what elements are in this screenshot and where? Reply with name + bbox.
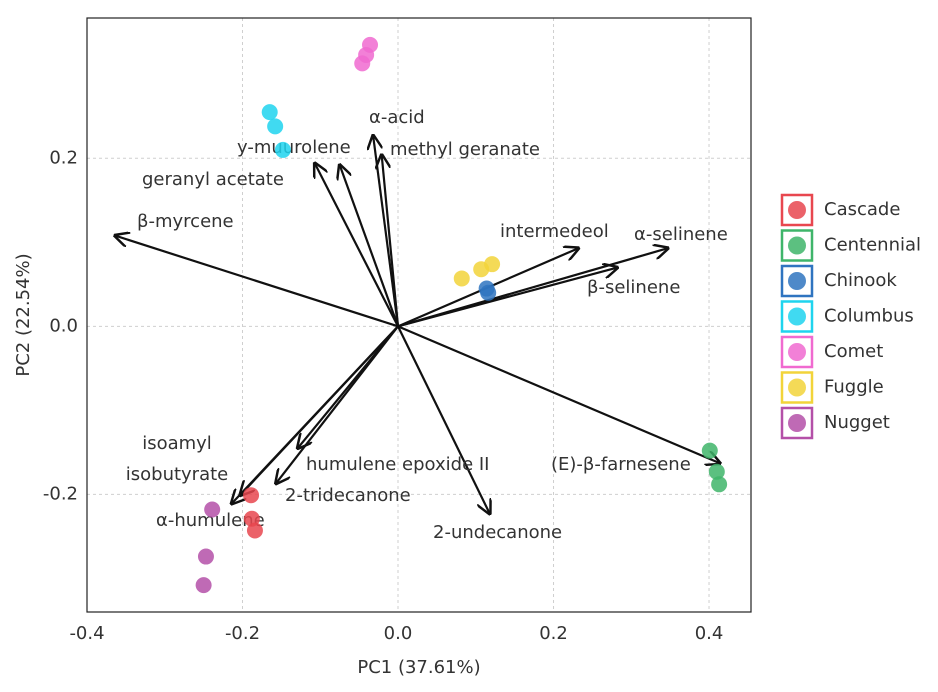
x-axis-label: PC1 (37.61%) bbox=[357, 657, 480, 678]
loading-arrow bbox=[397, 268, 617, 328]
point bbox=[261, 104, 278, 121]
vector-label: isoamyl isobutyrate bbox=[125, 433, 229, 485]
vector-label: β-myrcene bbox=[137, 211, 234, 232]
legend-swatch bbox=[780, 371, 814, 404]
legend-marker bbox=[788, 343, 806, 361]
x-tick-label: 0.0 bbox=[384, 623, 413, 644]
loading-arrow bbox=[340, 165, 400, 327]
point bbox=[204, 501, 221, 518]
vector-label: 2-undecanone bbox=[433, 522, 562, 543]
x-tick-label: -0.4 bbox=[69, 623, 104, 644]
point bbox=[453, 270, 470, 287]
legend-label: Columbus bbox=[824, 306, 914, 327]
vector-label: α-humulene bbox=[156, 510, 265, 531]
point bbox=[480, 284, 497, 301]
vector-label: y-muurolene bbox=[237, 137, 351, 158]
vector-label: α-acid bbox=[369, 107, 425, 128]
point bbox=[274, 141, 291, 158]
legend-marker bbox=[788, 414, 806, 432]
plot-frame bbox=[86, 17, 752, 613]
loading-arrow bbox=[382, 155, 400, 327]
loading-arrow bbox=[276, 325, 399, 483]
vector-label: humulene epoxide II bbox=[306, 454, 490, 475]
legend-label: Centennial bbox=[824, 235, 921, 256]
point bbox=[708, 463, 725, 480]
legend-marker bbox=[788, 307, 806, 326]
x-tick-label: 0.2 bbox=[539, 623, 568, 644]
vector-label: methyl geranate bbox=[390, 139, 540, 160]
loading-arrow bbox=[232, 325, 399, 503]
legend-marker bbox=[788, 378, 806, 397]
legend-swatch bbox=[780, 264, 814, 298]
x-tick-label: 0.4 bbox=[695, 623, 724, 644]
grid bbox=[86, 18, 751, 612]
legend-marker bbox=[788, 272, 806, 290]
point bbox=[267, 118, 284, 135]
loading-arrow bbox=[315, 163, 399, 327]
y-axis-label: PC2 (22.54%) bbox=[13, 253, 34, 376]
legend-label: Comet bbox=[824, 341, 883, 362]
loading-arrow bbox=[115, 236, 399, 328]
x-tick-label: -0.2 bbox=[225, 623, 260, 644]
loading-arrow bbox=[397, 325, 490, 513]
loading-arrow bbox=[397, 325, 720, 463]
vector-label: β-selinene bbox=[587, 277, 680, 298]
vector-label: 2-tridecanone bbox=[285, 485, 411, 506]
legend-label: Cascade bbox=[824, 199, 900, 220]
vector-label: α-selinene bbox=[634, 224, 728, 245]
point bbox=[711, 476, 728, 493]
point bbox=[701, 442, 718, 459]
y-tick-label: 0.2 bbox=[49, 147, 78, 168]
vector-label: (E)-β-farnesene bbox=[551, 454, 691, 475]
point bbox=[246, 522, 263, 539]
vector-label: geranyl acetate bbox=[142, 169, 284, 190]
point bbox=[484, 256, 501, 273]
legend-marker bbox=[788, 236, 806, 255]
legend-marker bbox=[788, 201, 806, 219]
point bbox=[195, 577, 212, 594]
y-tick-label: 0.0 bbox=[49, 315, 78, 336]
legend-label: Nugget bbox=[824, 412, 890, 433]
legend-label: Chinook bbox=[824, 270, 897, 291]
vector-label: intermedeol bbox=[500, 221, 609, 242]
point bbox=[197, 548, 214, 565]
legend-label: Fuggle bbox=[824, 377, 884, 398]
point bbox=[354, 55, 371, 72]
y-tick-label: -0.2 bbox=[43, 483, 78, 504]
point bbox=[243, 487, 260, 504]
